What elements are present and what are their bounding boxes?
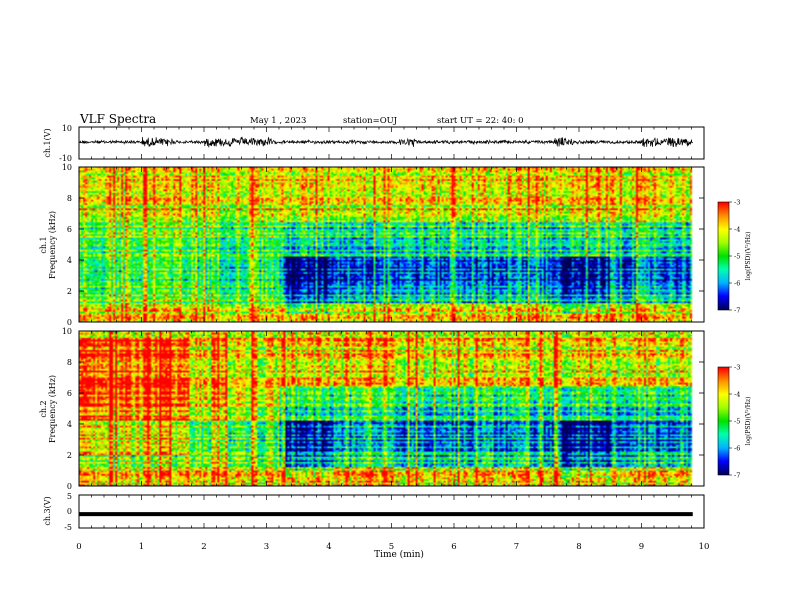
figure-title: VLF Spectra <box>79 112 156 126</box>
start-time-label: start UT = 22: 40: 0 <box>437 116 524 126</box>
ch1-colorbar-label: log(PSD)(V²/Hz) <box>745 232 752 281</box>
ch3-ytick-top: 5 <box>67 492 72 501</box>
ch1-wave-ytick-bottom: -10 <box>59 154 72 163</box>
ch2-spec-ytick-label: 4 <box>67 420 72 429</box>
ch1-spec-ytick-label: 4 <box>67 256 72 265</box>
time-tick-label: 4 <box>326 542 331 552</box>
ch1-spectrogram-panel: 0 2 4 6 8 10 ch.1 Frequency (kHz) <box>39 163 705 327</box>
time-tick-label: 1 <box>139 542 144 552</box>
ch1-wave-ytick-top: 10 <box>62 124 72 133</box>
ch2-spectrogram-image <box>79 331 704 486</box>
ch1-spec-ylabel: ch.1 <box>39 236 48 253</box>
ch1-spec-ytick-label: 0 <box>67 318 72 327</box>
date-label: May 1 , 2023 <box>250 116 306 126</box>
time-tick-label: 2 <box>201 542 206 552</box>
ch2-colorbar-tick-label: -3 <box>734 364 740 372</box>
ch1-colorbar-tick-label: -4 <box>734 226 740 234</box>
ch1-colorbar-tick-label: -3 <box>734 199 740 207</box>
ch3-ytick-bottom: -5 <box>64 523 72 532</box>
time-tick-label: 7 <box>514 542 519 552</box>
ch2-spec-ytick-label: 8 <box>67 358 72 367</box>
ch2-colorbar-tick-label: -7 <box>734 472 740 480</box>
ch3-waveform-panel: 5 0 -5 ch.3(V) <box>43 492 705 532</box>
ch2-colorbar-tick-label: -5 <box>734 418 740 426</box>
ch2-spec-ylabel: ch.2 <box>39 400 48 417</box>
ch1-spec-ytick-label: 2 <box>67 287 72 296</box>
time-tick-label: 10 <box>699 542 710 552</box>
ch1-wave-ylabel: ch.1(V) <box>43 128 52 157</box>
ch1-waveform-panel: 10 -10 ch.1(V) <box>43 124 705 163</box>
ch1-spec-ylabel-freq: Frequency (kHz) <box>48 211 57 279</box>
ch2-spec-ytick-label: 0 <box>67 482 72 491</box>
station-label: station=OUJ <box>343 116 398 126</box>
ch1-spectrogram-yticks: 0 2 4 6 8 10 <box>62 163 704 327</box>
ch2-colorbar-gradient <box>718 367 729 475</box>
ch2-spec-ylabel-freq: Frequency (kHz) <box>48 375 57 443</box>
ch2-colorbar: -3 -4 -5 -6 -7 log(PSD)(V²/Hz) <box>717 364 752 480</box>
time-tick-label: 0 <box>76 542 81 552</box>
ch3-ylabel: ch.3(V) <box>43 496 52 525</box>
time-tick-label: 5 <box>389 542 394 552</box>
time-tick-label: 3 <box>264 542 269 552</box>
ch2-spec-ytick-label: 6 <box>67 389 72 398</box>
ch2-colorbar-tick-label: -6 <box>734 445 740 453</box>
ch1-colorbar-gradient <box>718 202 729 310</box>
ch1-spec-ytick-label: 8 <box>67 194 72 203</box>
x-axis-label: Time (min) <box>374 549 424 560</box>
time-tick-label: 8 <box>576 542 581 552</box>
ch1-spec-ytick-label: 10 <box>62 163 72 172</box>
ch2-spec-ytick-label: 2 <box>67 451 72 460</box>
ch2-colorbar-ticks: -3 -4 -5 -6 -7 <box>729 364 740 480</box>
ch1-spec-ytick-label: 6 <box>67 225 72 234</box>
ch1-colorbar-ticks: -3 -4 -5 -6 -7 <box>729 199 740 315</box>
ch1-waveform-trace <box>78 136 693 148</box>
ch1-colorbar-tick-label: -6 <box>734 280 740 288</box>
ch2-spec-ytick-label: 10 <box>62 327 72 336</box>
ch1-colorbar-tick-label: -7 <box>734 307 740 315</box>
ch2-colorbar-tick-label: -4 <box>734 391 740 399</box>
time-axis-ticks: 0 1 2 3 4 5 6 7 8 9 10 <box>76 127 709 552</box>
ch2-colorbar-label: log(PSD)(V²/Hz) <box>745 397 752 446</box>
ch1-colorbar-tick-label: -5 <box>734 253 740 261</box>
ch1-spectrogram-image <box>79 167 704 322</box>
time-tick-label: 6 <box>451 542 456 552</box>
ch2-spectrogram-panel: 0 2 4 6 8 10 ch.2 Frequency (kHz) <box>39 327 705 491</box>
time-tick-label: 9 <box>639 542 644 552</box>
ch3-ytick-mid: 0 <box>67 507 72 516</box>
ch2-spectrogram-yticks: 0 2 4 6 8 10 <box>62 327 704 491</box>
ch1-colorbar: -3 -4 -5 -6 -7 log(PSD)(V²/Hz) <box>717 199 752 315</box>
